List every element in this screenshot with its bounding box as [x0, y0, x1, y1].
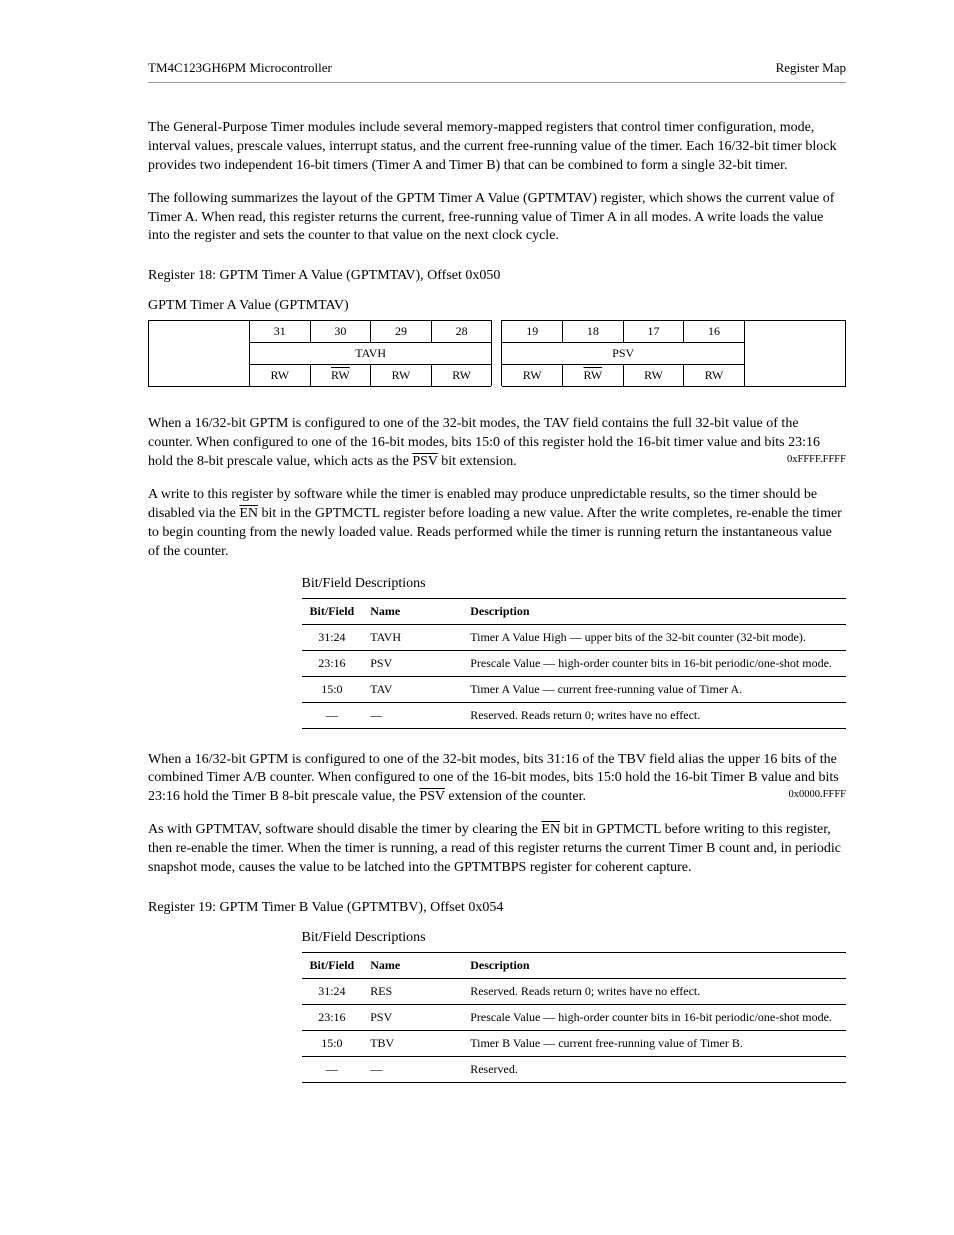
table-row: 15:0TAVTimer A Value — current free-runn… [302, 676, 846, 702]
fields-table-1: Bit/Field Name Description 31:24TAVHTime… [302, 598, 846, 729]
table-row: 15:0TBVTimer B Value — current free-runn… [302, 1030, 846, 1056]
section2-para1: When a 16/32-bit GPTM is configured to o… [148, 751, 846, 808]
header-left: TM4C123GH6PM Microcontroller [148, 60, 332, 76]
section2-fields-caption: Bit/Field Descriptions [302, 930, 846, 946]
header-right: Register Map [776, 60, 846, 76]
table-row: 31:24TAVHTimer A Value High — upper bits… [302, 624, 846, 650]
intro-para-2: The following summarizes the layout of t… [148, 190, 846, 247]
regbits-table-1: 31 30 29 28 19 18 17 16 TAVH PSV RW RW R… [148, 320, 846, 387]
fields-table-2: Bit/Field Name Description 31:24RESReser… [302, 952, 846, 1083]
section1-bit-caption: GPTM Timer A Value (GPTMTAV) [148, 298, 846, 314]
intro-para-1: The General-Purpose Timer modules includ… [148, 119, 846, 176]
table-row: ——Reserved. [302, 1056, 846, 1082]
table-row: ——Reserved. Reads return 0; writes have … [302, 702, 846, 728]
table-row: 23:16PSVPrescale Value — high-order coun… [302, 1004, 846, 1030]
section1-para2: A write to this register by software whi… [148, 486, 846, 562]
page-header: TM4C123GH6PM Microcontroller Register Ma… [148, 60, 846, 76]
header-rule [148, 82, 846, 83]
section2-heading: Register 19: GPTM Timer B Value (GPTMTBV… [148, 900, 846, 916]
regbits-rowlabel [149, 321, 250, 387]
section2-para2: As with GPTMTAV, software should disable… [148, 821, 846, 878]
table-row: 23:16PSVPrescale Value — high-order coun… [302, 650, 846, 676]
section1-fields-caption: Bit/Field Descriptions [302, 576, 846, 592]
table-row: 31:24RESReserved. Reads return 0; writes… [302, 978, 846, 1004]
section1-para1: When a 16/32-bit GPTM is configured to o… [148, 415, 846, 472]
section1-heading: Register 18: GPTM Timer A Value (GPTMTAV… [148, 268, 846, 284]
